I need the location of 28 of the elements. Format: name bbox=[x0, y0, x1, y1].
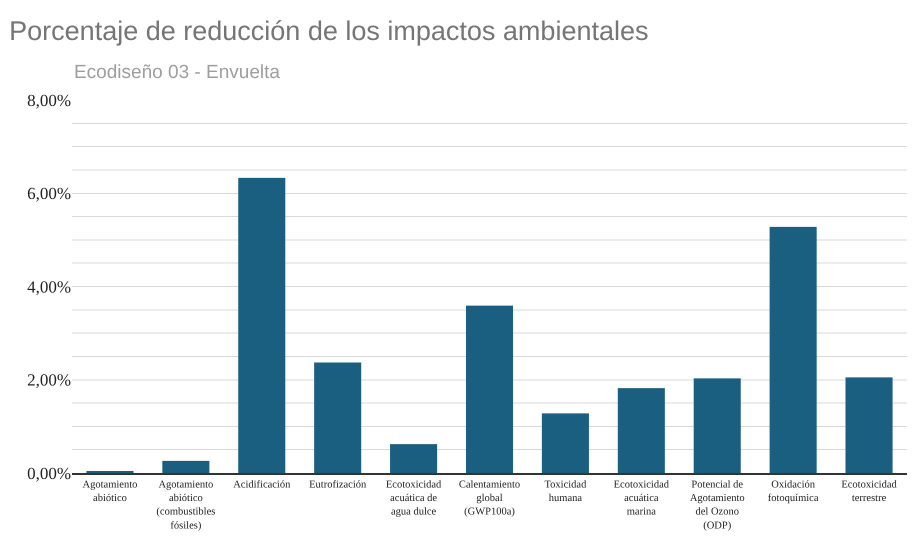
y-tick-label: 0,00% bbox=[27, 464, 71, 483]
y-tick-label: 8,00% bbox=[27, 90, 71, 110]
x-tick-label: Ecotoxicidad acuática de agua dulce bbox=[386, 479, 442, 518]
x-tick-label: Agotamiento abiótico bbox=[82, 479, 138, 504]
bar bbox=[466, 306, 514, 473]
x-tick-label: Agotamiento abiótico (combustibles fósiles) bbox=[156, 479, 216, 532]
bar bbox=[390, 444, 438, 473]
x-tick-label: Eutrofización bbox=[309, 479, 367, 490]
bar bbox=[238, 178, 286, 473]
x-tick-label: Ecotoxicidad terrestre bbox=[841, 479, 898, 504]
bar bbox=[694, 378, 741, 473]
bar bbox=[618, 388, 665, 473]
x-tick-label: Acidificación bbox=[233, 479, 292, 490]
y-tick-label: 6,00% bbox=[27, 184, 71, 204]
y-tick-label: 4,00% bbox=[27, 277, 71, 296]
chart-subtitle: Ecodiseño 03 - Envuelta bbox=[74, 62, 280, 83]
x-tick-label: Calentamiento global (GWP100a) bbox=[458, 479, 520, 518]
chart-title: Porcentaje de reducción de los impactos ambientales bbox=[9, 16, 649, 46]
bar bbox=[542, 413, 589, 473]
y-tick-label: 2,00% bbox=[27, 370, 71, 390]
bar bbox=[846, 377, 893, 473]
x-tick-label: Toxicidad humana bbox=[544, 479, 588, 504]
bar bbox=[162, 460, 210, 473]
bar bbox=[314, 362, 362, 473]
x-tick-label: Ecotoxicidad acuática marina bbox=[614, 479, 670, 518]
x-tick-label: Oxidación fotoquímica bbox=[768, 479, 819, 504]
bar bbox=[770, 226, 817, 473]
x-tick-label: Potencial de Agotamiento del Ozono (ODP) bbox=[690, 479, 745, 532]
